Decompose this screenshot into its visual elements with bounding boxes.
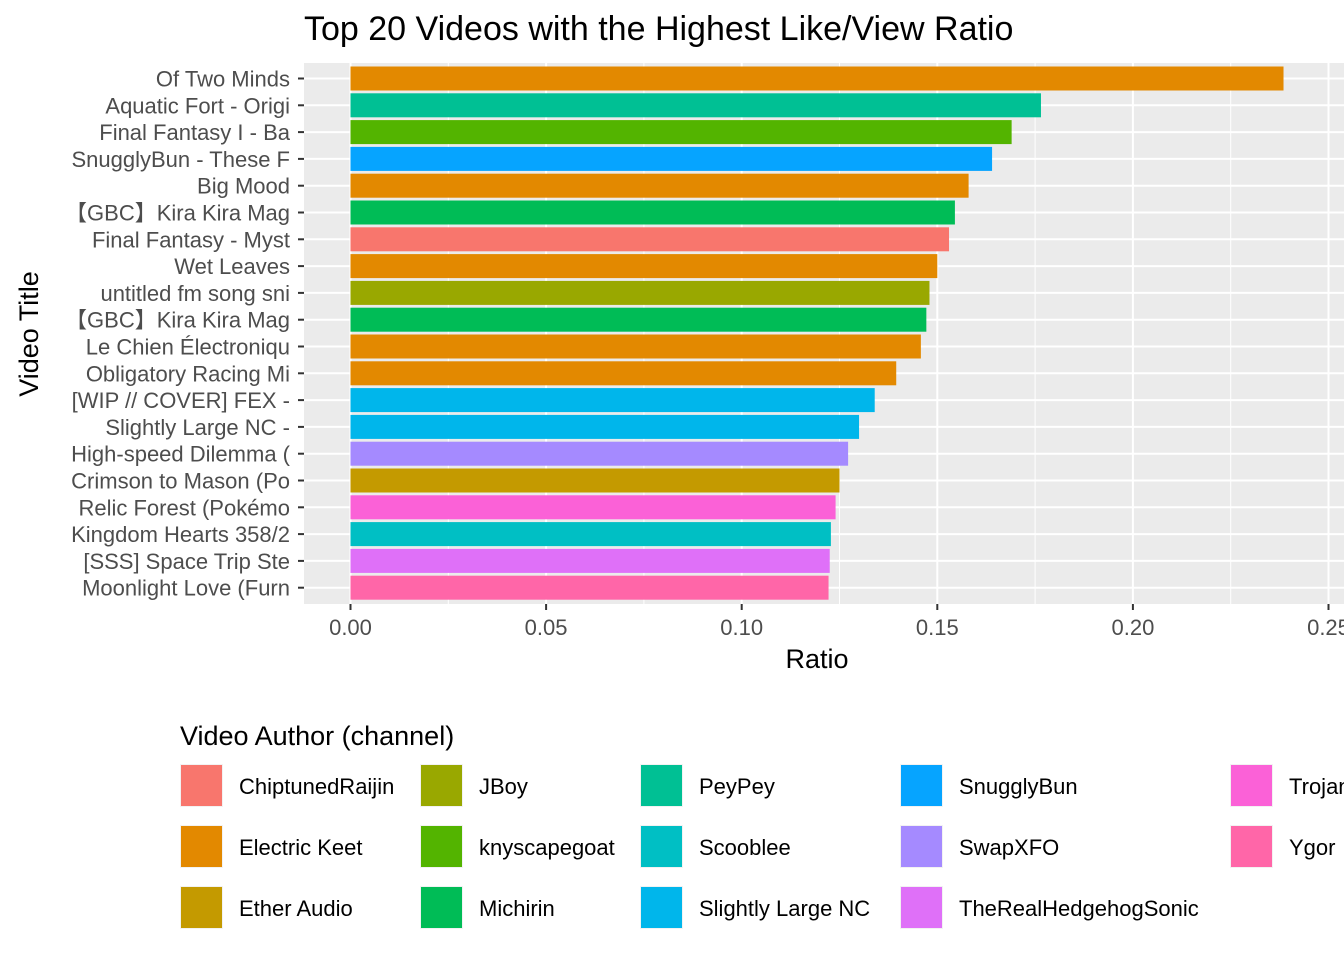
legend-swatch — [1231, 826, 1272, 867]
legend-entry: TheRealHedgehogSonic — [900, 886, 1199, 929]
x-tick-label: 0.15 — [916, 615, 959, 640]
legend-swatch — [901, 887, 942, 928]
bar — [350, 441, 849, 466]
y-tick-label: Final Fantasy I - Ba — [99, 120, 291, 145]
bar — [350, 307, 927, 332]
legend-label: Scooblee — [699, 835, 791, 860]
legend-title: Video Author (channel) — [180, 721, 454, 751]
y-tick-label: Of Two Minds — [156, 67, 290, 92]
legend-entry: JBoy — [420, 764, 528, 807]
legend-swatch — [901, 765, 942, 806]
y-tick-label: Aquatic Fort - Origi — [105, 93, 290, 118]
legend-label: Trojan — [1289, 774, 1344, 799]
legend-swatch — [181, 765, 222, 806]
y-axis-label: Video Title — [14, 271, 44, 397]
bar — [350, 254, 938, 279]
legend-entry: Ygor — [1230, 825, 1335, 868]
legend-label: Ygor — [1289, 835, 1335, 860]
legend-label: SwapXFO — [959, 835, 1059, 860]
legend-entry: Slightly Large NC — [640, 886, 870, 929]
y-tick-label: 【GBC】Kira Kira Mag — [65, 201, 290, 226]
x-tick-label: 0.25 — [1307, 615, 1344, 640]
legend-swatch — [641, 826, 682, 867]
bar — [350, 227, 950, 252]
y-tick-label: Moonlight Love (Furn — [82, 576, 290, 601]
legend-swatch — [421, 887, 462, 928]
y-tick-label: [WIP // COVER] FEX - — [72, 388, 290, 413]
y-tick-label: Obligatory Racing Mi — [86, 361, 290, 386]
legend-entry: knyscapegoat — [420, 825, 615, 868]
legend-entry: SwapXFO — [900, 825, 1059, 868]
bar — [350, 280, 930, 305]
legend-entry: PeyPey — [640, 764, 775, 807]
bars — [350, 66, 1284, 600]
legend-entry: Electric Keet — [180, 825, 363, 868]
legend-label: PeyPey — [699, 774, 775, 799]
legend-label: TheRealHedgehogSonic — [959, 896, 1199, 921]
legend-label: Michirin — [479, 896, 555, 921]
y-tick-label: Relic Forest (Pokémo — [78, 495, 290, 520]
legend-label: Slightly Large NC — [699, 896, 870, 921]
x-tick-label: 0.05 — [525, 615, 568, 640]
legend-swatch — [421, 765, 462, 806]
bar — [350, 146, 993, 171]
legend-label: Ether Audio — [239, 896, 353, 921]
bar — [350, 575, 829, 600]
y-tick-label: Final Fantasy - Myst — [92, 227, 290, 252]
legend-label: JBoy — [479, 774, 528, 799]
y-tick-label: Big Mood — [197, 174, 290, 199]
y-tick-label: Crimson to Mason (Po — [71, 469, 290, 494]
bar — [350, 522, 831, 547]
bar — [350, 200, 955, 225]
y-tick-label: 【GBC】Kira Kira Mag — [65, 308, 290, 333]
legend-swatch — [1231, 765, 1272, 806]
legend-swatch — [181, 826, 222, 867]
x-tick-label: 0.20 — [1111, 615, 1154, 640]
legend-swatch — [641, 765, 682, 806]
legend-swatch — [901, 826, 942, 867]
bar — [350, 334, 921, 359]
bar — [350, 468, 840, 493]
y-tick-label: Slightly Large NC - — [105, 415, 290, 440]
bar — [350, 93, 1041, 118]
y-tick-label: High-speed Dilemma ( — [71, 442, 291, 467]
bar — [350, 414, 860, 439]
y-tick-label: untitled fm song sni — [100, 281, 290, 306]
legend-entry: Michirin — [420, 886, 555, 929]
y-tick-label: Wet Leaves — [174, 254, 290, 279]
legend-label: Electric Keet — [239, 835, 363, 860]
bar — [350, 120, 1012, 145]
y-tick-label: [SSS] Space Trip Ste — [83, 549, 290, 574]
legend-label: knyscapegoat — [479, 835, 615, 860]
x-tick-label: 0.10 — [720, 615, 763, 640]
y-tick-label: Le Chien Électroniqu — [86, 335, 290, 360]
legend-entry: Scooblee — [640, 825, 791, 868]
x-axis: 0.00 0.05 0.10 0.15 0.20 0.25 — [329, 604, 1344, 640]
x-axis-label: Ratio — [785, 644, 848, 674]
bar — [350, 548, 830, 573]
legend-entry: Trojan — [1230, 764, 1344, 807]
bar — [350, 495, 836, 520]
legend-swatch — [181, 887, 222, 928]
legend-swatch — [421, 826, 462, 867]
legend-swatch — [641, 887, 682, 928]
chart-title: Top 20 Videos with the Highest Like/View… — [304, 10, 1013, 48]
bar — [350, 361, 897, 386]
bar — [350, 388, 875, 413]
x-tick-label: 0.00 — [329, 615, 372, 640]
legend-entry: Ether Audio — [180, 886, 353, 929]
legend-label: ChiptunedRaijin — [239, 774, 394, 799]
bar — [350, 173, 969, 198]
legend: ChiptunedRaijin Electric Keet Ether Audio J… — [180, 764, 1344, 929]
legend-entry: SnugglyBun — [900, 764, 1078, 807]
y-tick-label: Kingdom Hearts 358/2 — [71, 522, 290, 547]
legend-label: SnugglyBun — [959, 774, 1078, 799]
y-tick-label: SnugglyBun - These F — [72, 147, 291, 172]
legend-entry: ChiptunedRaijin — [180, 764, 394, 807]
bar — [350, 66, 1284, 91]
